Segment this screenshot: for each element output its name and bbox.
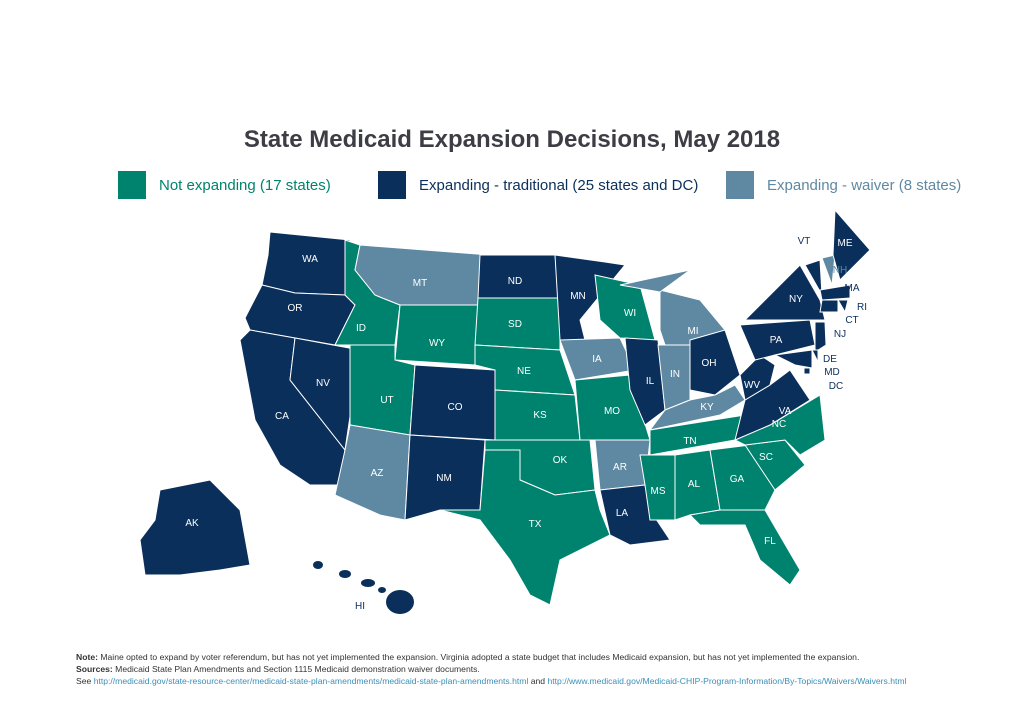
- state-fl: [688, 509, 801, 586]
- state-ak: [139, 479, 251, 576]
- state-label-la: LA: [616, 508, 629, 519]
- state-nh: [821, 254, 836, 286]
- footnotes: Note: Maine opted to expand by voter ref…: [76, 651, 906, 687]
- state-label-ak: AK: [185, 518, 199, 529]
- state-ct: [819, 299, 839, 313]
- state-label-mn: MN: [570, 291, 586, 302]
- state-de: [811, 349, 819, 363]
- state-label-sd: SD: [508, 319, 522, 330]
- state-hi-island: [313, 561, 323, 569]
- state-label-ky: KY: [700, 402, 714, 413]
- state-label-ks: KS: [533, 410, 547, 421]
- legend-traditional: Expanding - traditional (25 states and D…: [378, 170, 698, 200]
- state-label-ny: NY: [789, 294, 803, 305]
- state-label-az: AZ: [371, 468, 384, 479]
- state-label-dc: DC: [829, 381, 843, 392]
- state-label-ct: CT: [845, 315, 858, 326]
- sources-text: Medicaid State Plan Amendments and Secti…: [112, 664, 480, 674]
- state-label-me: ME: [838, 238, 853, 249]
- state-label-nj: NJ: [834, 329, 846, 340]
- state-vt: [804, 259, 823, 296]
- state-label-mi: MI: [687, 326, 698, 337]
- state-label-sc: SC: [759, 452, 773, 463]
- legend-label-waiver: Expanding - waiver (8 states): [767, 176, 962, 194]
- state-label-fl: FL: [764, 536, 776, 547]
- see-text: See: [76, 676, 94, 686]
- state-dc: [803, 367, 811, 375]
- state-label-hi: HI: [355, 601, 365, 612]
- map-title: State Medicaid Expansion Decisions, May …: [243, 126, 781, 153]
- state-label-wy: WY: [429, 338, 445, 349]
- state-label-tx: TX: [529, 519, 542, 530]
- link-state-plan-amendments[interactable]: http://medicaid.gov/state-resource-cente…: [93, 676, 529, 686]
- state-md: [773, 349, 813, 369]
- state-label-ri: RI: [857, 302, 867, 313]
- state-ms: [639, 454, 681, 521]
- state-label-al: AL: [688, 479, 701, 490]
- state-label-mt: MT: [413, 278, 427, 289]
- state-label-ne: NE: [517, 366, 531, 377]
- state-label-wa: WA: [302, 254, 318, 265]
- state-label-nc: NC: [772, 419, 786, 430]
- state-label-ga: GA: [730, 474, 745, 485]
- state-label-wv: WV: [744, 380, 760, 391]
- state-label-id: ID: [356, 323, 366, 334]
- legend-swatch-not-expanding: [118, 171, 146, 199]
- state-label-nv: NV: [316, 378, 330, 389]
- state-label-ut: UT: [380, 395, 393, 406]
- state-label-co: CO: [448, 402, 463, 413]
- link-waivers[interactable]: http://www.medicaid.gov/Medicaid-CHIP-Pr…: [547, 676, 907, 686]
- legend-label-not-expanding: Not expanding (17 states): [159, 176, 331, 194]
- state-label-ca: CA: [275, 411, 289, 422]
- and-text: and: [528, 676, 548, 686]
- state-label-nh: NH: [833, 265, 847, 276]
- state-label-va: VA: [779, 406, 792, 417]
- state-oh: [689, 329, 741, 396]
- state-label-vt: VT: [798, 236, 811, 247]
- state-wy: [394, 304, 481, 366]
- state-label-wi: WI: [624, 308, 636, 319]
- note-label: Note:: [76, 652, 98, 662]
- state-hi-island: [361, 579, 375, 587]
- state-label-il: IL: [646, 376, 655, 387]
- state-label-in: IN: [670, 369, 680, 380]
- state-label-ia: IA: [592, 354, 602, 365]
- state-ky: [648, 384, 746, 431]
- legend-swatch-waiver: [726, 171, 754, 199]
- legend-swatch-traditional: [378, 171, 406, 199]
- state-ri: [837, 299, 849, 314]
- state-label-tn: TN: [683, 436, 696, 447]
- sources-label: Sources:: [76, 664, 113, 674]
- state-label-oh: OH: [702, 358, 717, 369]
- state-il: [624, 337, 666, 426]
- state-label-ms: MS: [651, 486, 666, 497]
- state-mi: [619, 269, 691, 293]
- state-label-or: OR: [288, 303, 303, 314]
- state-label-ok: OK: [553, 455, 568, 466]
- state-hi-island: [339, 570, 351, 578]
- state-label-ar: AR: [613, 462, 627, 473]
- state-label-nd: ND: [508, 276, 522, 287]
- state-label-nm: NM: [436, 473, 452, 484]
- legend-waiver: Expanding - waiver (8 states): [726, 170, 961, 200]
- state-label-ma: MA: [845, 283, 860, 294]
- state-tx: [439, 449, 611, 606]
- state-nj: [814, 321, 827, 353]
- state-ma: [819, 284, 851, 301]
- state-label-md: MD: [824, 367, 840, 378]
- legend-label-traditional: Expanding - traditional (25 states and D…: [419, 176, 699, 194]
- state-label-pa: PA: [770, 335, 783, 346]
- state-hi-island: [378, 587, 386, 593]
- state-me: [832, 208, 871, 281]
- state-hi-island: [386, 590, 414, 614]
- state-label-de: DE: [823, 354, 837, 365]
- note-text: Maine opted to expand by voter referendu…: [97, 652, 860, 662]
- legend-not-expanding: Not expanding (17 states): [118, 170, 331, 200]
- state-label-mo: MO: [604, 406, 620, 417]
